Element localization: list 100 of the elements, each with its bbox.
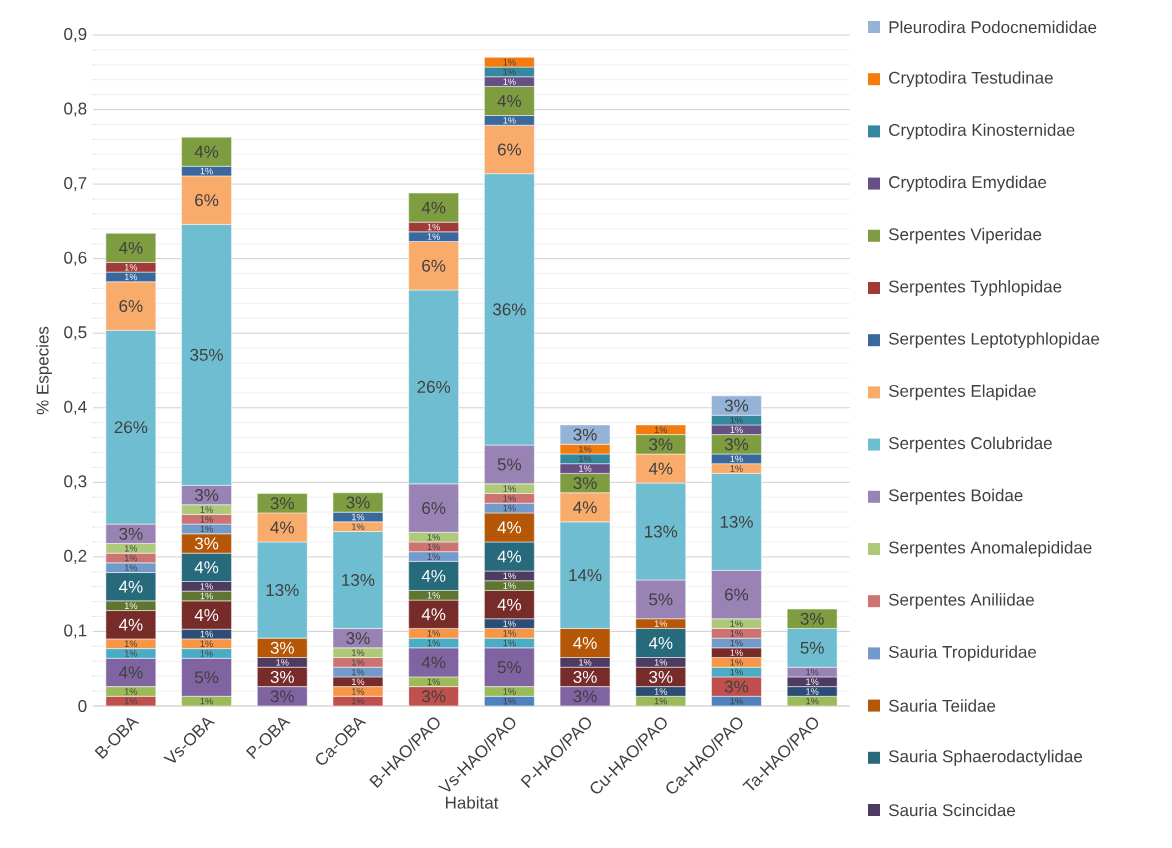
y-tick-label: 0,4 <box>64 400 87 415</box>
legend-label: Pleurodira Podocnemididae <box>889 20 1097 34</box>
data-label: 1% <box>352 668 365 676</box>
x-axis-title: Habitat <box>445 796 499 809</box>
data-label: 4% <box>497 521 522 534</box>
data-label: 36% <box>492 303 526 316</box>
data-label: 3% <box>346 496 370 509</box>
data-label: 4% <box>421 201 446 214</box>
data-label: 1% <box>352 678 365 685</box>
data-label: 1% <box>427 678 440 685</box>
legend-label: Sauria Sphaerodactylidae <box>888 749 1083 766</box>
data-label: 1% <box>730 659 743 666</box>
data-label: 1% <box>200 630 213 638</box>
data-label: 6% <box>497 143 522 156</box>
data-label: 1% <box>427 553 440 560</box>
data-label: 4% <box>194 609 219 621</box>
data-label: 3% <box>270 670 294 683</box>
data-label: 1% <box>124 640 138 647</box>
data-label: 4% <box>573 501 597 514</box>
data-label: 1% <box>503 78 516 85</box>
data-label: 13% <box>720 515 753 528</box>
data-label: 1% <box>730 620 743 627</box>
data-label: 1% <box>503 688 516 695</box>
data-label: 3% <box>724 438 749 451</box>
data-label: 3% <box>724 680 749 693</box>
data-label: 1% <box>503 68 516 76</box>
legend-label: Serpentes Elapidae <box>888 384 1036 401</box>
data-label: 1% <box>579 465 592 472</box>
data-label: 4% <box>421 608 446 621</box>
data-label: 1% <box>352 523 365 530</box>
data-label: 1% <box>503 504 516 512</box>
data-label: 1% <box>427 543 440 551</box>
data-label: 1% <box>730 465 743 472</box>
y-tick-label: 0,7 <box>64 177 87 192</box>
data-label: 1% <box>730 668 743 676</box>
data-label: 4% <box>118 241 143 254</box>
data-label: 3% <box>422 690 446 703</box>
data-label: 4% <box>421 569 446 582</box>
y-tick-label: 0,6 <box>64 251 87 266</box>
data-label: 1% <box>806 697 819 705</box>
data-label: 1% <box>503 639 516 647</box>
legend-label: Serpentes Aniliidae <box>888 593 1034 610</box>
data-label: 5% <box>497 458 522 471</box>
data-label: 26% <box>417 380 451 393</box>
data-label: 5% <box>800 641 824 654</box>
y-tick-label: 0,2 <box>64 549 87 564</box>
data-label: 1% <box>730 426 743 433</box>
data-label: 1% <box>200 640 213 647</box>
data-label: 4% <box>648 637 673 649</box>
data-label: 4% <box>270 521 294 534</box>
legend-label: Serpentes Viperidae <box>888 227 1042 244</box>
data-label: 1% <box>352 697 365 705</box>
data-label: 1% <box>124 697 138 705</box>
legend-label: Serpentes Boidae <box>888 488 1023 505</box>
data-label: 26% <box>114 421 148 434</box>
data-label: 4% <box>194 145 219 158</box>
data-label: 1% <box>806 668 819 676</box>
data-label: 1% <box>124 545 138 552</box>
data-label: 1% <box>124 602 138 609</box>
data-label: 4% <box>648 462 673 475</box>
legend-label: Sauria Tropiduridae <box>888 645 1037 662</box>
data-label: 1% <box>579 659 592 666</box>
data-label: 3% <box>270 690 294 703</box>
data-label: 1% <box>200 506 213 513</box>
data-label: 1% <box>427 533 440 541</box>
data-label: 1% <box>654 659 668 666</box>
data-label: 1% <box>200 167 213 175</box>
data-label: 13% <box>266 584 299 597</box>
data-label: 1% <box>200 516 213 523</box>
data-label: 1% <box>730 630 743 637</box>
data-label: 1% <box>503 495 516 502</box>
legend-label: Serpentes Anomalepididae <box>888 541 1092 557</box>
data-label: 1% <box>579 445 592 453</box>
data-label: 1% <box>200 525 213 533</box>
y-tick-label: 0,8 <box>64 102 87 117</box>
data-label: 4% <box>497 598 522 611</box>
data-label: 4% <box>497 95 522 107</box>
data-label: 1% <box>806 688 819 695</box>
data-label: 1% <box>579 455 592 463</box>
data-label: 3% <box>724 399 749 412</box>
y-tick-label: 0 <box>78 699 87 713</box>
data-label: 1% <box>352 688 365 695</box>
legend-label: Serpentes Colubridae <box>888 436 1052 453</box>
data-label: 3% <box>346 632 370 645</box>
data-label: 5% <box>194 671 219 684</box>
legend-label: Serpentes Typhlopidae <box>888 280 1062 296</box>
y-tick-label: 0,5 <box>64 326 87 341</box>
data-label: 1% <box>806 678 819 685</box>
data-label: 4% <box>573 637 597 649</box>
data-label: 1% <box>503 572 516 580</box>
data-label: 1% <box>503 630 516 637</box>
data-label: 3% <box>649 670 673 683</box>
data-label: 3% <box>573 670 597 683</box>
data-label: 1% <box>124 564 138 571</box>
data-label: 1% <box>730 455 743 463</box>
data-label: 13% <box>342 573 375 587</box>
data-label: 1% <box>352 513 365 521</box>
data-label: 4% <box>118 580 143 593</box>
data-label: 1% <box>503 117 516 124</box>
data-label: 1% <box>427 630 440 637</box>
